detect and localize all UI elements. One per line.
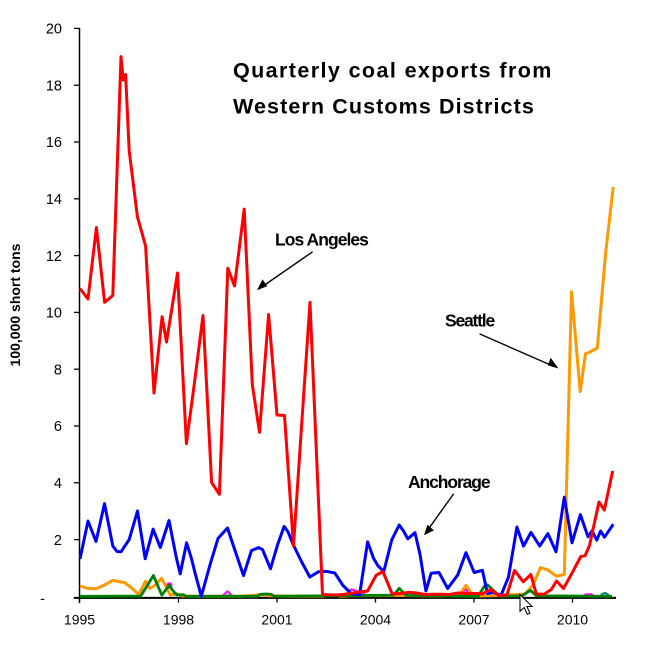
svg-text:2: 2: [54, 533, 62, 549]
svg-text:1995: 1995: [64, 612, 95, 628]
svg-text:10: 10: [46, 306, 62, 322]
svg-text:20: 20: [46, 22, 62, 38]
svg-text:16: 16: [46, 135, 62, 151]
svg-text:-: -: [40, 592, 45, 608]
svg-text:12: 12: [46, 249, 62, 265]
svg-text:Seattle: Seattle: [445, 311, 495, 331]
svg-text:6: 6: [54, 419, 62, 435]
svg-text:2010: 2010: [557, 612, 588, 628]
svg-text:8: 8: [54, 362, 62, 378]
svg-text:14: 14: [46, 192, 62, 208]
svg-text:Anchorage: Anchorage: [408, 472, 491, 492]
svg-text:18: 18: [46, 78, 62, 94]
svg-text:2001: 2001: [261, 612, 292, 628]
svg-text:2004: 2004: [360, 612, 391, 628]
svg-text:2007: 2007: [458, 612, 489, 628]
svg-text:100,000 short tons: 100,000 short tons: [7, 243, 23, 366]
svg-text:Quarterly coal exports from: Quarterly coal exports from: [233, 59, 553, 83]
svg-text:Western Customs Districts: Western Customs Districts: [233, 95, 535, 119]
svg-text:4: 4: [54, 476, 62, 492]
svg-text:1998: 1998: [163, 612, 194, 628]
svg-text:Los Angeles: Los Angeles: [275, 230, 369, 250]
